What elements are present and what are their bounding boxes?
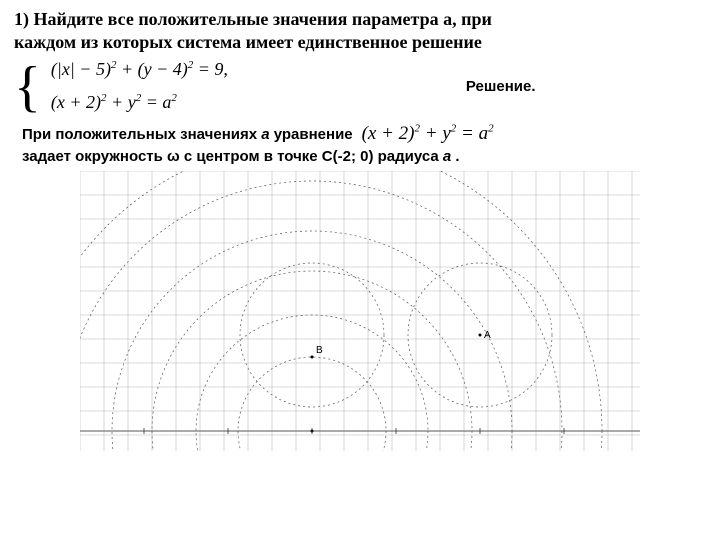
point-A: A: [479, 330, 492, 341]
title-line1: 1) Найдите все положительные значения па…: [14, 9, 492, 29]
solution-heading: Решение.: [466, 78, 536, 95]
circles-diagram: A B: [80, 171, 640, 451]
param-a-2: а: [443, 148, 451, 165]
solution-text: При положительных значениях а уравнение …: [22, 121, 698, 167]
para-prefix: При положительных значениях: [22, 126, 261, 143]
equation-2: (x + 2)2 + y2 = a2: [51, 92, 228, 113]
equation-1: (|x| − 5)2 + (y − 4)2 = 9,: [51, 59, 228, 80]
svg-text:B: B: [316, 345, 323, 356]
para-l2b: с центром в точке С(-2; 0) радиуса: [180, 148, 443, 165]
param-a: а: [261, 126, 269, 143]
para-mid: уравнение: [270, 126, 357, 143]
grid: [80, 171, 640, 451]
inline-equation: (x + 2)2 + y2 = a2: [357, 123, 494, 144]
para-end: .: [451, 148, 459, 165]
svg-text:A: A: [484, 330, 491, 341]
para-l2a: задает окружность: [22, 148, 167, 165]
point-B: B: [311, 345, 324, 359]
title-line2: каждом из которых система имеет единстве…: [14, 32, 482, 52]
problem-title: 1) Найдите все положительные значения па…: [14, 8, 706, 53]
brace-icon: {: [14, 59, 41, 115]
circles-group: [80, 171, 602, 451]
equation-system: { (|x| − 5)2 + (y − 4)2 = 9, (x + 2)2 + …: [14, 57, 706, 115]
equation-stack: (|x| − 5)2 + (y − 4)2 = 9, (x + 2)2 + y2…: [51, 59, 228, 113]
omega: ω: [167, 148, 180, 165]
